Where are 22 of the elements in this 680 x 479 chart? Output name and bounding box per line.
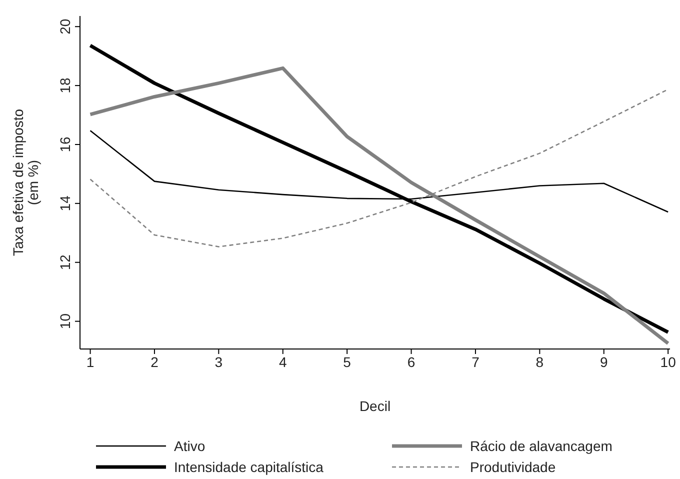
y-tick-label: 12 xyxy=(57,254,73,270)
y-tick-label: 16 xyxy=(57,136,73,152)
y-tick-label: 14 xyxy=(57,195,73,212)
x-tick-label: 5 xyxy=(343,354,352,370)
legend-label: Rácio de alavancagem xyxy=(470,438,612,454)
legend-label: Intensidade capitalística xyxy=(174,459,324,475)
y-tick-label: 10 xyxy=(57,313,73,330)
legend-label: Ativo xyxy=(174,438,206,454)
y-axis-title: Taxa efetiva de imposto (em %) xyxy=(10,108,41,256)
x-axis-title: Decil xyxy=(359,398,391,414)
x-tick-label: 4 xyxy=(278,354,287,370)
x-tick-label: 9 xyxy=(600,354,608,370)
x-tick-label: 2 xyxy=(150,354,159,370)
x-tick-label: 1 xyxy=(86,354,94,370)
y-tick-label: 20 xyxy=(57,18,73,34)
x-tick-label: 8 xyxy=(536,354,544,370)
y-tick-label: 18 xyxy=(57,78,73,94)
x-tick-label: 3 xyxy=(214,354,223,370)
x-tick-label: 10 xyxy=(660,354,676,370)
legend-label: Produtividade xyxy=(470,459,556,475)
x-tick-label: 7 xyxy=(472,354,480,370)
x-tick-label: 6 xyxy=(407,354,416,370)
